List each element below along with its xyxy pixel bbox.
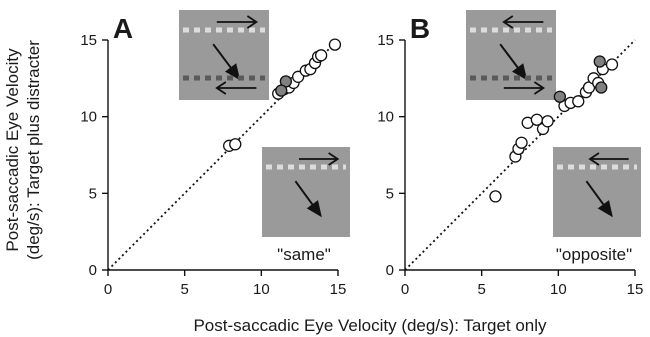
panel-b-bottom-target-arrowhead <box>588 152 600 166</box>
panel-a-open-point <box>229 138 242 151</box>
panel-a-filled-point <box>275 84 288 97</box>
panel-b-open-point <box>515 136 528 149</box>
panel-a-x-tick-label: 15 <box>330 281 347 298</box>
panel-b-y-tick-label: 15 <box>377 32 394 49</box>
panel-b-bottom-saccade-arrowhead <box>597 200 613 218</box>
panel-a-letter: A <box>113 13 133 44</box>
panel-a-top-inset-background <box>179 10 269 100</box>
panel-a-y-tick-label: 0 <box>89 262 97 279</box>
panel-b-open-point <box>605 58 619 71</box>
y-axis-label-line1: Post-saccadic Eye Velocity <box>3 48 22 252</box>
panel-b-filled-point <box>595 81 608 94</box>
y-axis-label-line2: (deg/s): Target plus distracter <box>24 40 43 260</box>
panel-b-x-tick-label: 0 <box>401 281 409 298</box>
panel-a-bottom-inset-background <box>262 147 350 237</box>
panel-b-x-tick-label: 10 <box>550 281 567 298</box>
panel-a-x-tick-label: 5 <box>180 281 188 298</box>
panel-b-letter: B <box>410 13 430 44</box>
panel-b-open-point <box>541 115 554 128</box>
panel-a-condition-label: "same" <box>277 245 331 264</box>
panel-b-open-point <box>572 95 585 108</box>
panel-b-y-tick-label: 0 <box>386 262 394 279</box>
panel-b-top-inset <box>466 10 556 100</box>
x-axis-label: Post-saccadic Eye Velocity (deg/s): Targ… <box>193 316 547 335</box>
panel-a-x-tick-label: 10 <box>253 281 270 298</box>
panel-b-x-tick-label: 5 <box>477 281 485 298</box>
panel-b-condition-label: "opposite" <box>556 245 632 264</box>
panel-a-open-point <box>328 38 342 51</box>
panel-a-top-inset <box>179 10 269 100</box>
panel-b-bottom-inset <box>553 147 641 237</box>
panel-b: 0 5 10 15 0 5 10 15 B "opposite" <box>377 10 643 298</box>
panel-b-open-point <box>489 190 502 203</box>
panel-a-y-tick-label: 5 <box>89 185 97 202</box>
panel-a-y-tick-label: 15 <box>80 32 97 49</box>
panel-b-filled-point <box>553 90 567 103</box>
panel-a-open-point <box>314 49 328 62</box>
panel-a-top-saccade-arrowhead <box>225 63 241 81</box>
panel-a-bottom-target-arrowhead <box>328 152 340 166</box>
panel-a-bottom-saccade-arrowhead <box>306 200 322 218</box>
panel-b-top-inset-background <box>466 10 556 100</box>
y-axis-label: Post-saccadic Eye Velocity (deg/s): Targ… <box>3 40 43 260</box>
panel-a-x-tick-label: 0 <box>104 281 112 298</box>
panel-a-y-tick-label: 10 <box>80 109 97 126</box>
panel-b-top-distracter-arrowhead <box>533 81 546 95</box>
panel-b-filled-point <box>593 55 606 68</box>
panel-b-bottom-inset-background <box>553 147 641 237</box>
panel-a-top-target-arrowhead <box>246 15 259 29</box>
panel-b-top-target-arrowhead <box>502 15 514 29</box>
panel-a: 0 5 10 15 0 5 10 15 A "same" <box>80 10 350 298</box>
panel-b-top-saccade-arrowhead <box>512 63 528 81</box>
panel-a-top-distracter-arrowhead <box>215 81 227 95</box>
panel-a-bottom-inset <box>262 147 350 237</box>
panel-b-x-tick-label: 15 <box>627 281 644 298</box>
panel-b-y-tick-label: 10 <box>377 109 394 126</box>
panel-b-y-tick-label: 5 <box>386 185 394 202</box>
